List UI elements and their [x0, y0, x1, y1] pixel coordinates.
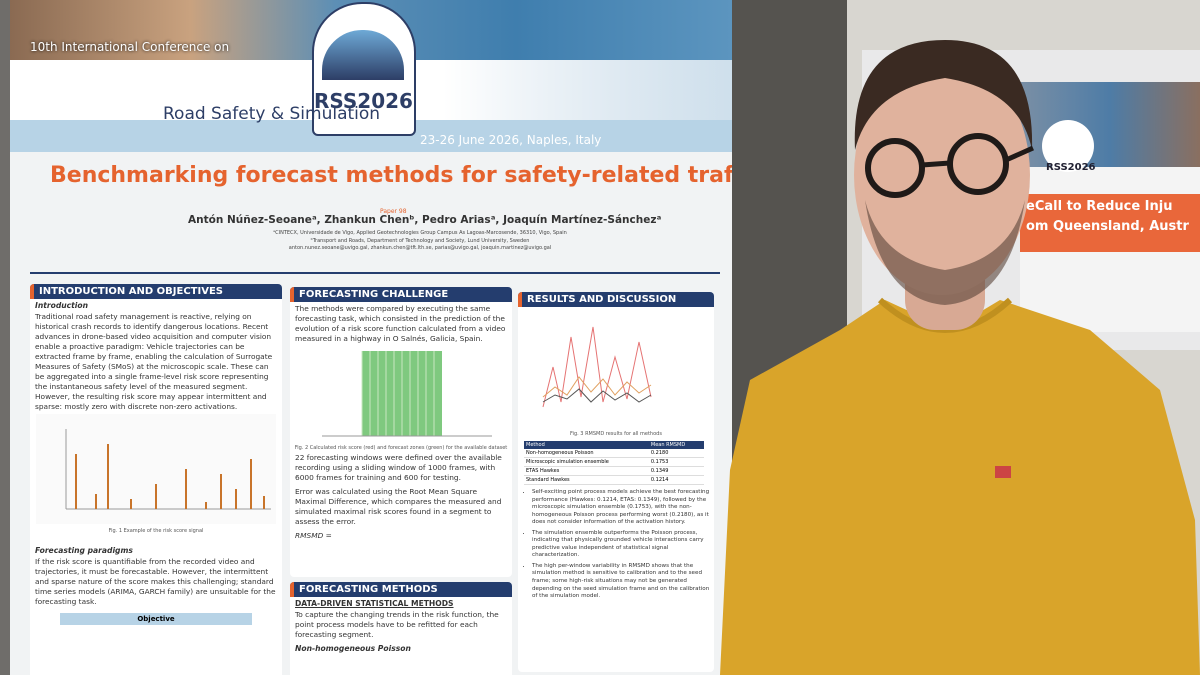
shirt: [720, 300, 1200, 675]
table-row: Standard Hawkes 0.1214: [524, 476, 704, 485]
signal: [75, 443, 265, 509]
caption: Fig. 3 RMSMD results for all methods: [570, 431, 662, 437]
figure: [36, 413, 276, 524]
table-body: Method Mean RMSMD Non-homogeneous Poisson 0…: [524, 441, 704, 485]
formula: RMSMD =: [295, 530, 332, 540]
table-cell: 0.1349: [650, 468, 669, 474]
affiliations: ᵃCINTECX, Universidade de Vigo, Applied …: [210, 230, 630, 253]
edition: 10th International Conference on: [30, 40, 230, 54]
body-text: The methods were compared by executing t…: [295, 304, 506, 343]
title: Benchmarking forecast methods for safety…: [50, 163, 732, 188]
results-table: Method Mean RMSMD Non-homogeneous Poisson 0…: [524, 441, 704, 485]
table-cell: 0.1753: [650, 459, 669, 465]
bullet: Self-exciting point process models achie…: [532, 489, 714, 527]
bullets: Self-exciting point process models achie…: [518, 489, 714, 601]
table-cell: Microscopic simulation ensemble: [526, 459, 609, 465]
challenge-section: FORECASTING CHALLENGE The methods were c…: [290, 287, 512, 577]
body-text: If the risk score is quantifiable from t…: [35, 556, 276, 606]
section-heading: RESULTS AND DISCUSSION: [518, 292, 714, 307]
beard: [865, 200, 1025, 305]
table-row: Microscopic simulation ensemble 0.1753: [524, 458, 704, 467]
person: [720, 40, 1200, 675]
body-text: 22 forecasting windows were defined over…: [295, 452, 502, 482]
subheading: Non-homogeneous Poisson: [295, 643, 411, 653]
methods-section: FORECASTING METHODS DATA-DRIVEN STATISTI…: [290, 582, 512, 675]
face: [854, 55, 1030, 295]
logo-text: RSS2026: [314, 89, 413, 113]
header-cell: Mean RMSMD: [650, 442, 686, 448]
affiliation: anton.nunez.seoane@uvigo.gal, zhankun.ch…: [288, 245, 552, 251]
line: [542, 326, 652, 408]
title-band: [1020, 194, 1200, 252]
glasses-left: [865, 138, 925, 198]
section-heading: INTRODUCTION AND OBJECTIVES: [30, 284, 282, 299]
section-heading: FORECASTING CHALLENGE: [290, 287, 512, 302]
dates: 23-26 June 2026, Naples, Italy: [420, 133, 602, 147]
bullet: The simulation ensemble outperforms the …: [532, 530, 714, 560]
intro-section: INTRODUCTION AND OBJECTIVES Introduction…: [30, 284, 282, 675]
table-row: Non-homogeneous Poisson 0.2180: [524, 449, 704, 458]
shirt-logo: [995, 466, 1011, 478]
title-line: eCall to Reduce Inju: [1026, 199, 1173, 214]
affiliation: ᵇTransport and Roads, Department of Tech…: [310, 237, 530, 244]
line: [542, 376, 652, 398]
subheading: Introduction: [35, 301, 89, 310]
table-cell: Non-homogeneous Poisson: [526, 450, 594, 456]
body-text: Traditional road safety management is re…: [35, 312, 273, 411]
logo-text: RSS2026: [1046, 162, 1096, 173]
table-cell: 0.1214: [650, 477, 669, 483]
body-text: Error was calculated using the Root Mean…: [295, 486, 502, 526]
background-poster: RSS2026 eCall to Reduce Inju om Queensla…: [1020, 82, 1200, 332]
table-row: ETAS Hawkes 0.1349: [524, 467, 704, 476]
results-section: RESULTS AND DISCUSSION Fig. 3 RMSMD resu…: [518, 292, 714, 672]
poster: 10th International Conference on RSS2026…: [10, 0, 732, 675]
section-heading: FORECASTING METHODS: [290, 582, 512, 597]
caption: Fig. 1 Example of the risk score signal: [108, 527, 204, 534]
header-cell: Method: [526, 442, 545, 448]
windows: [361, 350, 435, 436]
affiliation: ᵃCINTECX, Universidade de Vigo, Applied …: [273, 230, 567, 236]
bullet: The high per-window variability in RMSMD…: [532, 563, 714, 601]
table-cell: Standard Hawkes: [526, 477, 570, 483]
table-header: Method Mean RMSMD: [524, 441, 704, 449]
glasses-bridge: [921, 145, 1035, 168]
authors: Antón Núñez-Seoaneᵃ, Zhankun Chenᵇ, Pedr…: [188, 214, 662, 226]
subheading: Forecasting paradigms: [35, 545, 133, 555]
table-cell: ETAS Hawkes: [526, 468, 560, 474]
conference: Road Safety & Simulation: [163, 104, 381, 124]
figure: [322, 350, 492, 437]
table-cell: 0.2180: [650, 450, 669, 456]
figure: [542, 326, 652, 408]
title-line: om Queensland, Austr: [1026, 219, 1189, 234]
subheading: DATA-DRIVEN STATISTICAL METHODS: [295, 599, 454, 608]
logo: [1042, 120, 1094, 172]
line: [542, 388, 652, 403]
hair: [854, 40, 1033, 150]
caption: Fig. 2 Calculated risk score (red) and f…: [294, 444, 508, 451]
body-text: To capture the changing trends in the ri…: [295, 610, 499, 639]
divider: [30, 272, 720, 274]
paper: Paper 98: [380, 208, 407, 215]
objective: Objective: [60, 612, 252, 625]
